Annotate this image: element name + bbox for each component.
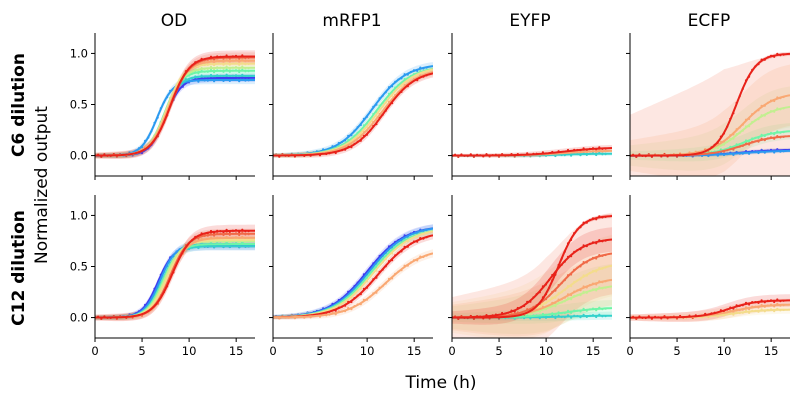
row-label-c12: C12 dilution — [9, 210, 29, 326]
y-tick-label: 1.0 — [70, 46, 88, 60]
panel-c12-dilution-od: 0.0 0.5 1.0 0 5 10 15 — [70, 195, 255, 358]
x-tick-label: 0 — [448, 344, 455, 358]
panel-grid: 0.0 0.5 1.0 0.0 0.5 1.0 0 5 10 15 0 5 10 15 0 5 10 15 0 5 10… — [70, 33, 790, 358]
uncertainty-band — [452, 227, 612, 325]
uncertainty-band — [95, 224, 255, 322]
series-line — [452, 215, 612, 319]
y-tick-label: 1.0 — [70, 208, 88, 222]
y-tick-label: 0.5 — [70, 260, 88, 274]
x-tick-label: 0 — [269, 344, 276, 358]
y-tick-label: 0.0 — [70, 149, 88, 163]
plot-area — [452, 212, 612, 338]
x-tick-label: 0 — [626, 344, 633, 358]
x-tick-label: 15 — [407, 344, 422, 358]
uncertainty-band — [630, 54, 790, 176]
panel-c12-dilution-eyfp: 0 5 10 15 — [448, 195, 612, 358]
panel-c6-dilution-eyfp — [448, 33, 612, 180]
uncertainty-band — [630, 294, 790, 322]
series-line — [95, 55, 255, 157]
x-tick-label: 15 — [764, 344, 779, 358]
y-tick-label: 0.0 — [70, 311, 88, 325]
panel-c12-dilution-ecfp: 0 5 10 15 — [626, 195, 790, 358]
series-line — [630, 299, 790, 319]
uncertainty-band — [95, 242, 255, 320]
uncertainty-band — [630, 64, 790, 176]
uncertainty-band — [273, 64, 433, 158]
x-tick-label: 10 — [539, 344, 554, 358]
x-tick-label: 15 — [586, 344, 601, 358]
plot-area — [630, 51, 790, 176]
x-tick-label: 5 — [138, 344, 145, 358]
series-line — [95, 229, 255, 319]
x-tick-label: 15 — [229, 344, 244, 358]
x-tick-label: 10 — [717, 344, 732, 358]
uncertainty-band — [630, 86, 790, 171]
uncertainty-band — [452, 212, 612, 338]
uncertainty-band — [95, 75, 255, 158]
y-tick-label: 0.5 — [70, 98, 88, 112]
column-title-eyfp: EYFP — [509, 11, 550, 31]
x-axis-label: Time (h) — [404, 373, 476, 393]
x-tick-label: 5 — [673, 344, 680, 358]
column-title-mrfp1: mRFP1 — [322, 11, 381, 31]
uncertainty-band — [630, 123, 790, 162]
x-tick-label: 0 — [91, 344, 98, 358]
x-tick-label: 5 — [495, 344, 502, 358]
x-tick-label: 10 — [182, 344, 197, 358]
series-line — [630, 52, 790, 157]
series-line — [273, 252, 433, 319]
panel-c6-dilution-ecfp — [626, 33, 790, 180]
column-title-ecfp: ECFP — [688, 11, 731, 31]
uncertainty-band — [273, 249, 433, 320]
column-title-od: OD — [161, 11, 187, 31]
plot-area — [630, 294, 790, 322]
plot-area — [273, 62, 433, 158]
panel-c12-dilution-mrfp1: 0 5 10 15 — [269, 195, 433, 358]
panel-c6-dilution-mrfp1 — [269, 33, 433, 180]
row-label-c6: C6 dilution — [9, 53, 29, 157]
series-line — [452, 147, 612, 157]
plot-area — [273, 224, 433, 320]
plot-area — [95, 50, 255, 159]
x-tick-label: 10 — [360, 344, 375, 358]
x-tick-label: 5 — [316, 344, 323, 358]
panel-c6-dilution-od: 0.0 0.5 1.0 — [70, 33, 255, 180]
series-line — [273, 72, 433, 157]
uncertainty-band — [95, 239, 255, 320]
plot-area — [95, 224, 255, 322]
plot-area — [452, 145, 612, 158]
y-axis-label: Normalized output — [32, 106, 52, 264]
